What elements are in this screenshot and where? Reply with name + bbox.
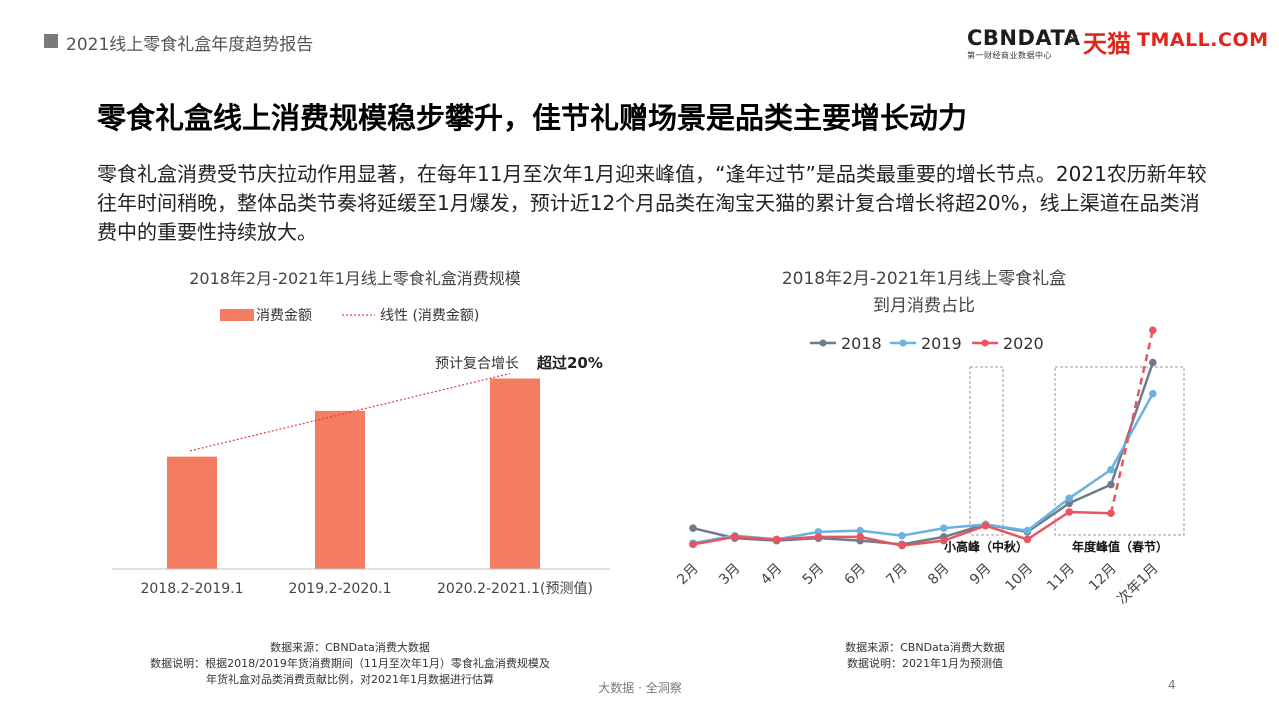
data-point-2020 — [772, 535, 781, 544]
logo-group: CBNDATA 第一财经商业数据中心 × 天猫 TMALL.COM — [967, 26, 1268, 62]
tmall-logo-en: TMALL.COM — [1137, 29, 1269, 51]
x-axis-month-label: 7月 — [883, 561, 911, 589]
data-point-2018 — [689, 524, 697, 532]
data-point-2020 — [731, 533, 739, 541]
cbndata-logo: CBNDATA — [967, 26, 1081, 50]
data-point-2020 — [1149, 326, 1157, 335]
data-point-2019 — [1107, 465, 1115, 474]
x-axis-month-label: 6月 — [842, 561, 870, 589]
x-axis-month-label: 10月 — [1002, 561, 1036, 595]
source-line: 数据来源：CBNData消费大数据 — [845, 641, 1005, 654]
series-line-2018 — [692, 362, 1154, 546]
legend-label-2019: 2019 — [921, 334, 962, 353]
logo-times-sign: × — [1067, 30, 1080, 48]
cbndata-logo-subtitle: 第一财经商业数据中心 — [967, 51, 1052, 60]
x-axis-month-label: 3月 — [716, 561, 744, 589]
x-axis-month-label: 2月 — [674, 561, 702, 589]
spring-festival-label: 年度峰值（春节） — [1072, 539, 1168, 554]
bar — [167, 456, 217, 569]
data-point-2020 — [940, 536, 948, 545]
data-point-2018 — [1107, 480, 1115, 489]
legend-label-2020: 2020 — [1003, 334, 1044, 353]
data-point-2019 — [898, 531, 906, 540]
growth-annotation-prefix: 预计复合增长 — [435, 355, 519, 372]
source-line: 年货礼盒对品类消费贡献比例，对2021年1月数据进行估算 — [206, 673, 494, 686]
x-axis-month-label: 9月 — [967, 561, 995, 589]
growth-annotation-highlight: 超过20% — [536, 354, 603, 372]
mid-autumn-label: 小高峰（中秋） — [944, 539, 1028, 554]
mid-autumn-box — [969, 366, 1004, 536]
legend-label-2018: 2018 — [841, 334, 882, 353]
x-axis-month-label: 12月 — [1086, 561, 1120, 595]
source-line: 数据来源：CBNData消费大数据 — [270, 641, 430, 654]
bar-category-label: 2018.2-2019.1 — [140, 581, 243, 597]
x-axis-month-label: 8月 — [925, 561, 953, 589]
page-number: 4 — [1168, 678, 1176, 692]
footer-slogan: 大数据 · 全洞察 — [598, 681, 682, 695]
source-line: 数据说明：根据2018/2019年货消费期间（11月至次年1月）零食礼盒消费规模… — [150, 657, 550, 670]
data-point-2020 — [981, 521, 990, 530]
data-point-2019 — [940, 524, 948, 532]
bar-chart-title: 2018年2月-2021年1月线上零食礼盒消费规模 — [189, 269, 521, 288]
legend-label-trend: 线性 (消费金额) — [380, 308, 479, 324]
data-point-2020 — [898, 541, 906, 550]
data-point-2018 — [1149, 358, 1157, 367]
bar-chart: 2018年2月-2021年1月线上零食礼盒消费规模 消费金额 线性 (消费金额)… — [112, 269, 610, 597]
bar — [490, 378, 540, 569]
line-chart: 2018年2月-2021年1月线上零食礼盒 到月消费占比 2018 2019 202… — [674, 269, 1185, 608]
bar-chart-legend: 消费金额 线性 (消费金额) — [220, 308, 479, 324]
series-line-2019 — [692, 393, 1154, 545]
data-point-2020 — [1107, 509, 1115, 518]
data-point-2019 — [856, 526, 864, 535]
series-forecast-segment-2020 — [1109, 329, 1155, 514]
data-point-2019 — [1149, 389, 1157, 398]
data-point-2020 — [1023, 535, 1032, 544]
data-point-2020 — [1065, 508, 1073, 516]
x-axis-month-label: 5月 — [800, 561, 828, 589]
legend-swatch-marker — [899, 339, 907, 347]
left-chart-source: 数据来源：CBNData消费大数据 数据说明：根据2018/2019年货消费期间… — [120, 640, 580, 688]
x-axis-month-label: 次年1月 — [1114, 561, 1161, 608]
trend-line — [189, 372, 511, 452]
data-point-2020 — [856, 533, 864, 541]
line-chart-title-line1: 2018年2月-2021年1月线上零食礼盒 — [782, 269, 1066, 289]
page-headline: 零食礼盒线上消费规模稳步攀升，佳节礼赠场景是品类主要增长动力 — [97, 101, 968, 135]
bar-category-label: 2020.2-2021.1(预测值) — [437, 581, 593, 597]
right-chart-source: 数据来源：CBNData消费大数据 数据说明：2021年1月为预测值 — [770, 640, 1080, 672]
source-line: 数据说明：2021年1月为预测值 — [847, 657, 1003, 670]
data-point-2019 — [1023, 526, 1032, 535]
report-title: 2021线上零食礼盒年度趋势报告 — [66, 35, 314, 55]
x-axis-month-label: 11月 — [1044, 561, 1078, 595]
legend-swatch-bar — [220, 309, 254, 321]
data-point-2020 — [689, 540, 697, 549]
legend-swatch-marker — [819, 339, 827, 347]
page-description: 零食礼盒消费受节庆拉动作用显著，在每年11月至次年1月迎来峰值，“逢年过节”是品… — [97, 162, 1207, 244]
data-point-2020 — [814, 533, 823, 541]
tmall-logo-cn: 天猫 — [1083, 30, 1131, 58]
legend-swatch-marker — [981, 339, 989, 347]
bar — [315, 410, 365, 569]
bar-category-label: 2019.2-2020.1 — [288, 581, 391, 597]
line-chart-title-line2: 到月消费占比 — [873, 296, 975, 316]
x-axis-month-label: 4月 — [758, 561, 786, 589]
header-square-marker — [44, 34, 58, 48]
legend-label-bar: 消费金额 — [256, 308, 312, 324]
data-point-2019 — [1065, 494, 1073, 503]
spring-festival-box — [1054, 366, 1185, 536]
